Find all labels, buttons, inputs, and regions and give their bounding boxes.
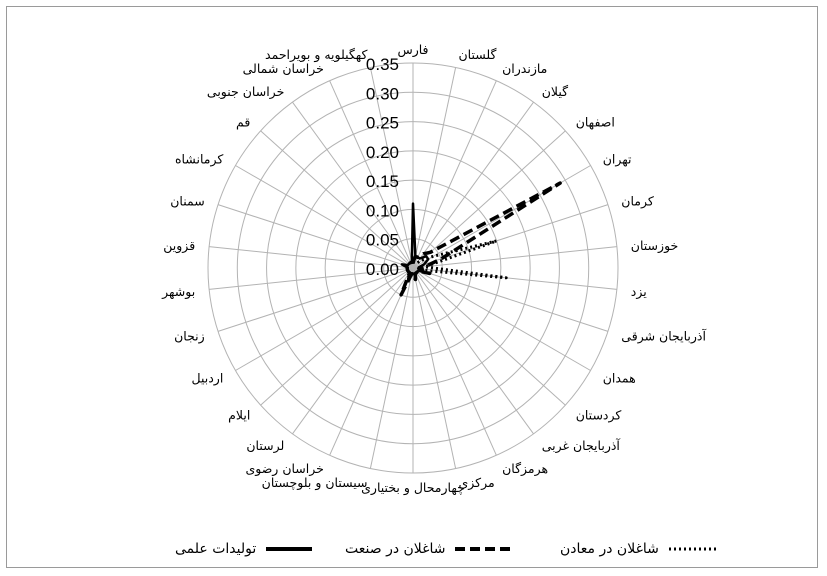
axis-label: خراسان شمالی [243,61,324,77]
grid-spoke [412,67,457,269]
radar-series [399,181,562,297]
axis-label: اردبیل [192,371,224,387]
axis-label: اصفهان [576,115,615,131]
legend-item-industry-employees: شاغلان در صنعت [345,538,516,560]
axis-label: کرمان [621,193,654,209]
legend-swatch-dotted [668,547,719,551]
grid-spoke [412,267,457,469]
axis-label: زنجان [174,329,205,345]
axis-label: خراسان رضوی [245,461,323,477]
axis-label: کردستان [576,408,622,424]
axis-label: خوزستان [631,238,678,254]
grid-spoke [412,267,591,371]
axis-label: ایلام [228,408,250,423]
radar-tick-labels: 0.00 0.05 0.10 0.15 0.20 0.25 0.30 0.35 [366,55,399,279]
axis-label: بوشهر [161,284,195,300]
axis-label: قزوین [163,238,195,254]
axis-label: گلستان [459,47,497,62]
grid-spoke [235,165,414,269]
legend-label-scientific-output: تولیدات علمی [175,541,257,557]
legend-item-mining-employees: شاغلان در معادن [560,538,719,560]
radar-axis-labels: فارس گلستان مازندران گیلان اصفهان تهران کرمان خ… [161,42,706,496]
grid-spoke [412,101,534,269]
grid-spoke [412,267,609,332]
grid-spoke [369,67,414,269]
axis-label: گیلان [542,84,568,99]
axis-label: مرکزی [459,475,495,491]
grid-spoke [235,267,414,371]
radial-tick-label: 0.20 [366,143,399,162]
axis-label: هرمزگان [502,461,548,477]
legend-label-industry-employees: شاغلان در صنعت [345,541,446,557]
radial-tick-label: 0.15 [366,172,399,191]
axis-label: سمنان [170,193,204,208]
chart-frame [6,6,818,568]
radial-tick-label: 0.10 [366,201,399,220]
grid-spoke [209,267,414,290]
legend-item-scientific-output: تولیدات علمی [175,538,313,560]
legend-swatch-dashed [455,547,516,551]
axis-label: چهارمحال و بختیاری [361,480,465,496]
grid-spoke [369,267,414,469]
axis-label: قم [236,115,250,131]
series-dotted [405,239,508,281]
grid-spoke [412,267,497,456]
grid-spoke [412,267,566,406]
grid-spoke [412,267,534,435]
grid-spoke [329,80,414,269]
series-dashed [399,181,562,297]
axis-label: کهگیلویه و بویراحمد [265,47,367,63]
legend: تولیدات علمی شاغلان در صنعت شاغلان در مع… [0,534,827,564]
grid-spoke [412,130,566,269]
axis-label: آذربایجان شرقی [621,329,706,345]
radial-tick-label: 0.25 [366,114,399,133]
legend-swatch-solid [266,547,313,551]
grid-spoke [292,101,414,269]
grid-spoke [292,267,414,435]
grid-spoke [260,267,414,406]
radial-tick-label: 0.30 [366,84,399,103]
grid-spoke [412,80,497,269]
axis-label: یزد [631,284,647,300]
axis-label: سیستان و بلوچستان [262,475,368,491]
axis-label: کرمانشاه [175,152,223,168]
axis-label: مازندران [502,61,547,77]
axis-label: آذربایجان غربی [542,438,621,454]
grid-spoke [412,246,617,269]
grid-spoke [260,130,414,269]
radar-grid [207,62,619,474]
axis-label: فارس [397,42,428,58]
axis-label: لرستان [246,438,284,454]
legend-label-mining-employees: شاغلان در معادن [560,541,659,557]
radial-tick-label: 0.00 [366,260,399,279]
radial-tick-label: 0.35 [366,55,399,74]
axis-label: تهران [603,152,632,168]
grid-spoke [209,246,414,269]
grid-spoke [217,204,414,269]
axis-label: همدان [603,371,636,386]
radial-tick-label: 0.05 [366,231,399,250]
grid-spoke [329,267,414,456]
grid-spoke [217,267,414,332]
axis-label: خراسان جنوبی [207,84,284,100]
